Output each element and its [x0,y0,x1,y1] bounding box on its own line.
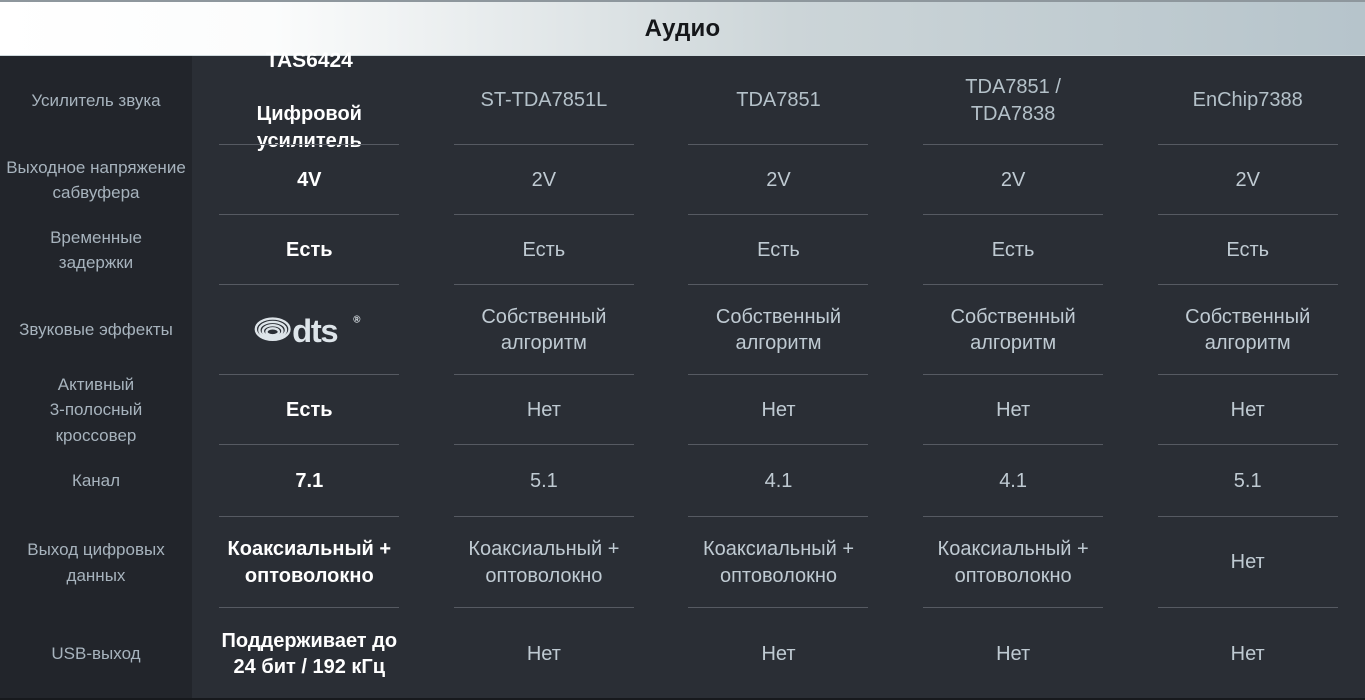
cell-digital-tda7851-tda7838: Коаксиальный + оптоволокно [896,517,1131,608]
column-header-tas6424: TAS6424 Цифровой усилитель [192,49,427,152]
row-label-time-delays: Временные задержки [0,215,192,285]
column-header-enchip7388: EnChip7388 [1130,56,1365,145]
dts-logo-icon: dts ® [252,311,366,350]
cell-effects-tda7851-tda7838: Собственный алгоритм [896,285,1131,375]
dts-registered-mark: ® [354,314,362,325]
cell-voltage-tda7851-tda7838: 2V [896,145,1131,215]
cell-delays-tda7851: Есть [661,215,896,285]
cell-delays-tas6424: Есть [192,215,427,285]
cell-crossover-tas6424: Есть [192,375,427,445]
cell-channels-tas6424: 7.1 [192,445,427,517]
dts-logo-wordmark: dts [292,312,337,349]
cell-digital-st-tda7851l: Коаксиальный + оптоволокно [427,517,662,608]
cell-voltage-tas6424: 4V [192,145,427,215]
cell-channels-st-tda7851l: 5.1 [427,445,662,517]
cell-channels-enchip7388: 5.1 [1130,445,1365,517]
row-label-usb-output: USB-выход [0,608,192,700]
cell-usb-tas6424: Поддерживает до 24 бит / 192 кГц [221,629,398,678]
cell-delays-st-tda7851l: Есть [427,215,662,285]
row-label-subwoofer-voltage: Выходное напряжение сабвуфера [0,145,192,215]
row-label-crossover: Активный 3-полосный кроссовер [0,375,192,445]
row-label-amplifier: Усилитель звука [0,56,192,145]
cell-crossover-tda7851: Нет [661,375,896,445]
cell-usb-st-tda7851l: Нет [526,642,561,665]
section-header-bar: Аудио [0,0,1365,56]
cell-effects-st-tda7851l: Собственный алгоритм [427,285,662,375]
cell-usb-enchip7388: Нет [1230,642,1265,665]
cell-voltage-tda7851: 2V [661,145,896,215]
cell-channels-tda7851: 4.1 [661,445,896,517]
row-label-digital-output: Выход цифровых данных [0,517,192,608]
cell-voltage-enchip7388: 2V [1130,145,1365,215]
cell-digital-tda7851: Коаксиальный + оптоволокно [661,517,896,608]
row-label-sound-effects: Звуковые эффекты [0,285,192,375]
cell-voltage-st-tda7851l: 2V [427,145,662,215]
cell-effects-enchip7388: Собственный алгоритм [1130,285,1365,375]
bottom-edge-divider [0,698,1365,700]
cell-channels-tda7851-tda7838: 4.1 [896,445,1131,517]
cell-effects-tas6424: dts ® [192,285,427,375]
column-header-tda7851: TDA7851 [661,56,896,145]
cell-crossover-enchip7388: Нет [1130,375,1365,445]
column-header-st-tda7851l: ST-TDA7851L [427,56,662,145]
cell-digital-tas6424: Коаксиальный + оптоволокно [192,517,427,608]
cell-delays-enchip7388: Есть [1130,215,1365,285]
cell-crossover-st-tda7851l: Нет [427,375,662,445]
cell-effects-tda7851: Собственный алгоритм [661,285,896,375]
cell-crossover-tda7851-tda7838: Нет [896,375,1131,445]
cell-usb-tda7851: Нет [761,642,796,665]
cell-digital-enchip7388: Нет [1130,517,1365,608]
cell-delays-tda7851-tda7838: Есть [896,215,1131,285]
audio-comparison-table: Усилитель звука TAS6424 Цифровой усилите… [0,49,1365,700]
row-label-channels: Канал [0,445,192,517]
column-header-tda7851-tda7838: TDA7851 / TDA7838 [896,56,1131,145]
cell-usb-tda7851-tda7838: Нет [996,642,1031,665]
section-title: Аудио [644,14,721,42]
column-header-name: TAS6424 [265,49,353,73]
